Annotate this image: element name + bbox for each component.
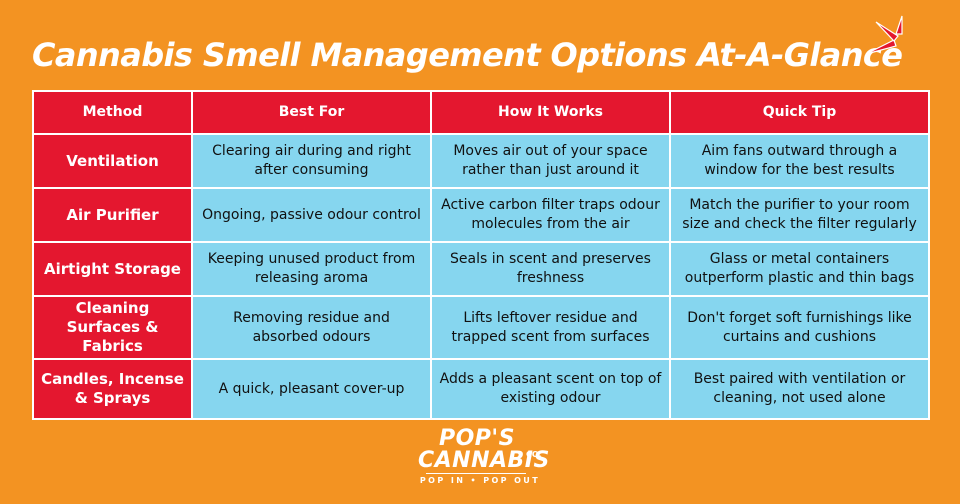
quick-tip-cell: Don't forget soft furnishings like curta… (669, 295, 930, 360)
table-row: Candles, Incense & Sprays A quick, pleas… (32, 358, 930, 420)
best-for-cell: Keeping unused product from releasing ar… (191, 241, 432, 297)
column-header-best-for: Best For (191, 90, 432, 135)
method-cell: Candles, Incense & Sprays (32, 358, 193, 420)
method-cell: Airtight Storage (32, 241, 193, 297)
quick-tip-cell: Best paired with ventilation or cleaning… (669, 358, 930, 420)
page-title: Cannabis Smell Management Options At-A-G… (32, 36, 903, 74)
brand-logo: POP'S CANNABIS CO. POP IN • POP OUT (418, 424, 558, 490)
quick-tip-cell: Glass or metal containers outperform pla… (669, 241, 930, 297)
table-row: Air Purifier Ongoing, passive odour cont… (32, 187, 930, 243)
how-it-works-cell: Active carbon filter traps odour molecul… (430, 187, 671, 243)
best-for-cell: Clearing air during and right after cons… (191, 133, 432, 189)
how-it-works-cell: Moves air out of your space rather than … (430, 133, 671, 189)
logo-suffix: CO. (526, 450, 542, 459)
best-for-cell: Removing residue and absorbed odours (191, 295, 432, 360)
table-row: Ventilation Clearing air during and righ… (32, 133, 930, 189)
table-row: Airtight Storage Keeping unused product … (32, 241, 930, 297)
burst-lines-icon (865, 15, 903, 55)
column-header-how-it-works: How It Works (430, 90, 671, 135)
logo-tagline: POP IN • POP OUT (419, 476, 541, 485)
best-for-cell: Ongoing, passive odour control (191, 187, 432, 243)
table-header-row: Method Best For How It Works Quick Tip (32, 90, 930, 135)
column-header-quick-tip: Quick Tip (669, 90, 930, 135)
logo-line-1: POP'S (438, 426, 516, 451)
method-cell: Cleaning Surfaces & Fabrics (32, 295, 193, 360)
table-row: Cleaning Surfaces & Fabrics Removing res… (32, 295, 930, 360)
best-for-cell: A quick, pleasant cover-up (191, 358, 432, 420)
how-it-works-cell: Lifts leftover residue and trapped scent… (430, 295, 671, 360)
column-header-method: Method (32, 90, 193, 135)
quick-tip-cell: Match the purifier to your room size and… (669, 187, 930, 243)
method-cell: Ventilation (32, 133, 193, 189)
how-it-works-cell: Adds a pleasant scent on top of existing… (430, 358, 671, 420)
quick-tip-cell: Aim fans outward through a window for th… (669, 133, 930, 189)
smell-management-table: Method Best For How It Works Quick Tip V… (32, 90, 930, 420)
logo-underline (426, 473, 526, 474)
how-it-works-cell: Seals in scent and preserves freshness (430, 241, 671, 297)
logo-line-2: CANNABIS (418, 448, 550, 473)
method-cell: Air Purifier (32, 187, 193, 243)
